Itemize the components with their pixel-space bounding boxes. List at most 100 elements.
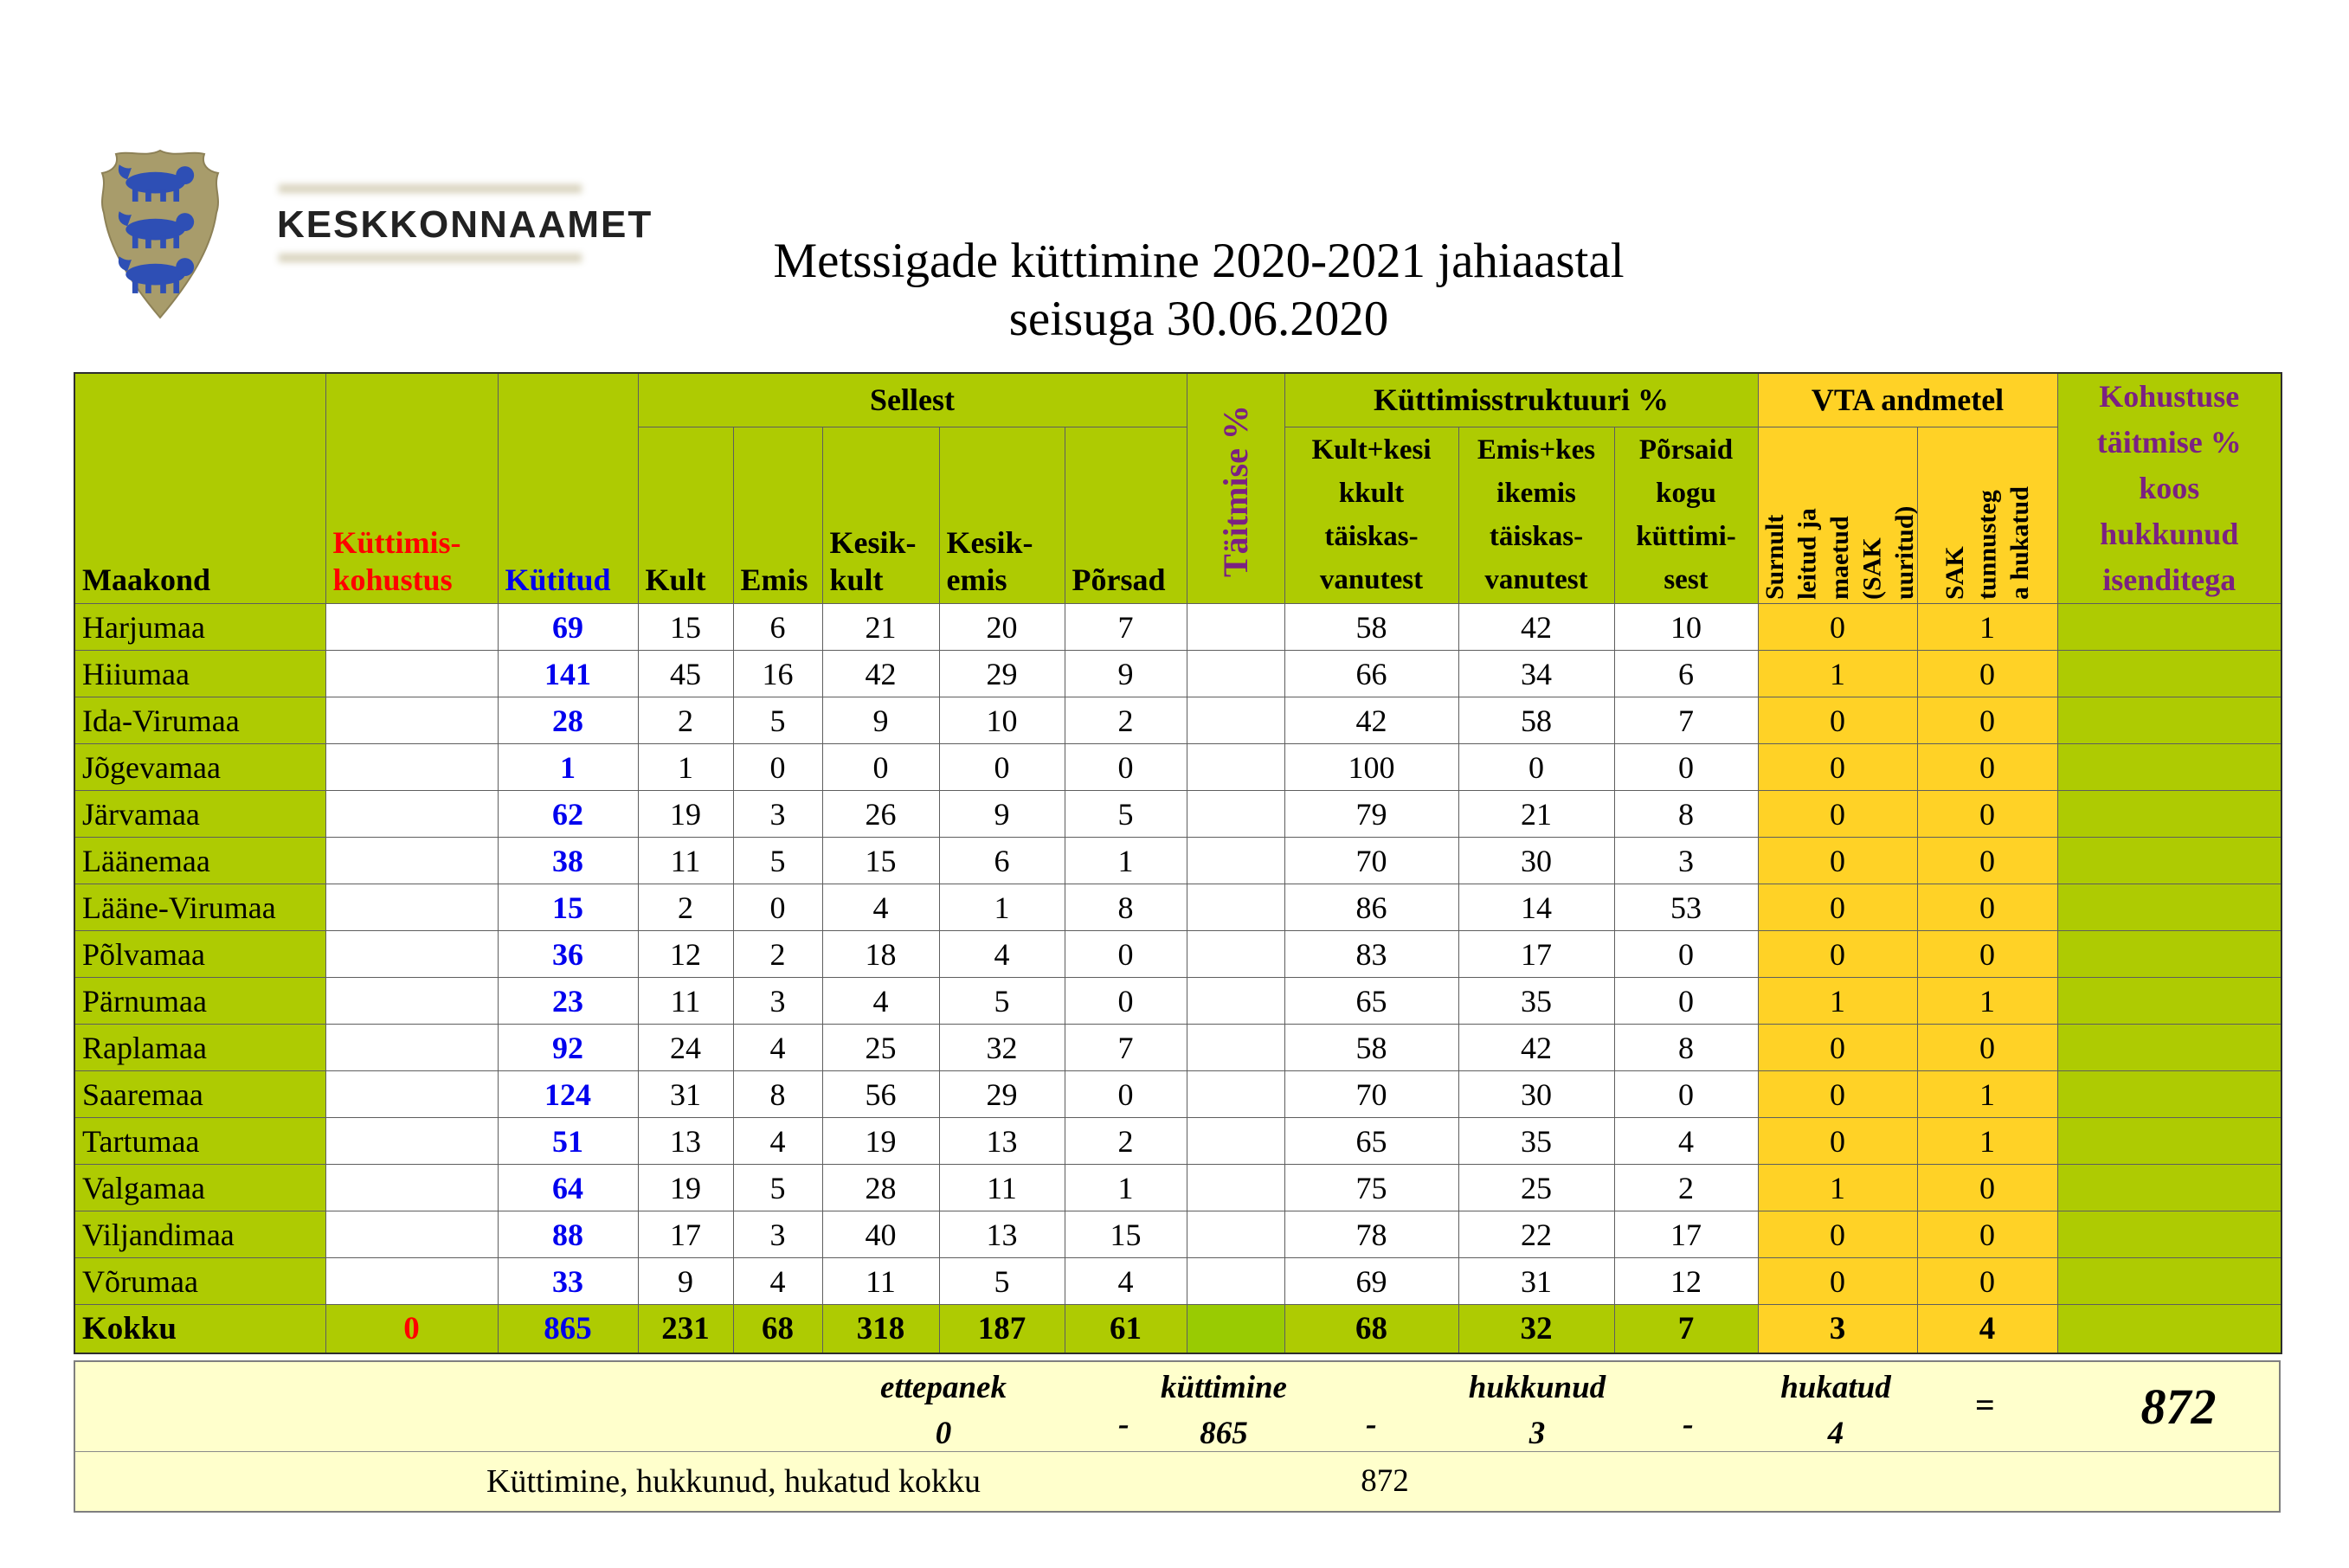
cell-vta-sak: 0 [1916, 697, 2058, 744]
table-row: Läänemaa 38 11 5 15 6 1 70 30 3 0 0 [74, 837, 2282, 884]
cell-kuttimiskohustus [325, 1257, 499, 1305]
cell-kutitud: 1 [497, 743, 639, 791]
cell-kult: 12 [637, 930, 734, 978]
table-row: Põlvamaa 36 12 2 18 4 0 83 17 0 0 0 [74, 930, 2282, 978]
cell-vta-sak: 0 [1916, 884, 2058, 931]
cell-taitmise [1186, 1304, 1285, 1353]
cell-taitmise [1186, 603, 1285, 651]
table-row: Lääne-Virumaa 15 2 0 4 1 8 86 14 53 0 0 [74, 884, 2282, 931]
cell-struct-kult: 58 [1284, 603, 1459, 651]
equals-sign: = [1975, 1385, 1995, 1424]
table-row: Saaremaa 124 31 8 56 29 0 70 30 0 0 1 [74, 1070, 2282, 1118]
cell-kohustuse-taitmise [2056, 603, 2282, 651]
header-vta: VTA andmetel [1757, 372, 2058, 427]
cell-taitmise [1186, 1211, 1285, 1258]
cell-kuttimiskohustus [325, 977, 499, 1025]
cell-kuttimiskohustus [325, 1024, 499, 1071]
cell-kult: 13 [637, 1117, 734, 1165]
cell-porsad: 4 [1064, 1257, 1187, 1305]
cell-kesik-emis: 0 [938, 743, 1065, 791]
cell-porsad: 7 [1064, 1024, 1187, 1071]
cell-kutitud: 141 [497, 650, 639, 697]
page-title-line1: Metssigade küttimine 2020-2021 jahiaasta… [773, 234, 1625, 288]
summary-hukatud-label: hukatud [1780, 1370, 1891, 1405]
cell-maakond: Harjumaa [74, 603, 326, 651]
cell-struct-porsaid: 7 [1613, 1304, 1759, 1353]
cell-maakond: Lääne-Virumaa [74, 884, 326, 931]
cell-emis: 0 [732, 743, 823, 791]
table-row: Valgamaa 64 19 5 28 11 1 75 25 2 1 0 [74, 1164, 2282, 1211]
minus-sign: - [1118, 1406, 1129, 1443]
cell-porsad: 0 [1064, 930, 1187, 978]
cell-kesik-emis: 13 [938, 1211, 1065, 1258]
cell-struct-kult: 65 [1284, 977, 1459, 1025]
cell-porsad: 7 [1064, 603, 1187, 651]
cell-porsad: 61 [1064, 1304, 1187, 1353]
cell-maakond: Ida-Virumaa [74, 697, 326, 744]
cell-taitmise [1186, 977, 1285, 1025]
header-struct-porsaid: Põrsaid kogu küttimi- sest [1613, 426, 1759, 605]
cell-emis: 16 [732, 650, 823, 697]
cell-struct-emis: 34 [1458, 650, 1615, 697]
cell-kesik-kult: 19 [821, 1117, 940, 1165]
cell-kuttimiskohustus [325, 697, 499, 744]
page-title-line2: seisuga 30.06.2020 [1008, 292, 1389, 346]
cell-kuttimiskohustus [325, 837, 499, 884]
cell-kesik-kult: 15 [821, 837, 940, 884]
cell-taitmise [1186, 743, 1285, 791]
cell-porsad: 0 [1064, 743, 1187, 791]
cell-kesik-kult: 26 [821, 790, 940, 838]
cell-struct-porsaid: 3 [1613, 837, 1759, 884]
cell-struct-porsaid: 2 [1613, 1164, 1759, 1211]
summary-box: ettepanek 0 - küttimine 865 - hukkunud 3… [74, 1360, 2281, 1513]
cell-maakond: Pärnumaa [74, 977, 326, 1025]
cell-kult: 231 [637, 1304, 734, 1353]
cell-kohustuse-taitmise [2056, 1164, 2282, 1211]
minus-sign: - [1683, 1406, 1694, 1443]
cell-vta-sak: 0 [1916, 1257, 2058, 1305]
cell-struct-kult: 79 [1284, 790, 1459, 838]
cell-vta-surnult: 0 [1757, 697, 1918, 744]
cell-kult: 19 [637, 790, 734, 838]
cell-kesik-emis: 32 [938, 1024, 1065, 1071]
cell-vta-surnult: 0 [1757, 1117, 1918, 1165]
cell-kesik-emis: 11 [938, 1164, 1065, 1211]
cell-vta-surnult: 1 [1757, 977, 1918, 1025]
cell-struct-emis: 42 [1458, 1024, 1615, 1071]
cell-struct-kult: 69 [1284, 1257, 1459, 1305]
cell-emis: 3 [732, 977, 823, 1025]
cell-kuttimiskohustus [325, 650, 499, 697]
cell-struct-kult: 70 [1284, 837, 1459, 884]
cell-porsad: 1 [1064, 1164, 1187, 1211]
cell-maakond: Raplamaa [74, 1024, 326, 1071]
summary-ettepanek-label: ettepanek [880, 1370, 1007, 1405]
cell-kesik-kult: 25 [821, 1024, 940, 1071]
cell-taitmise [1186, 930, 1285, 978]
cell-struct-porsaid: 0 [1613, 930, 1759, 978]
header-vta-sak: SAK tunnusteg a hukatud [1916, 426, 2058, 605]
cell-emis: 4 [732, 1117, 823, 1165]
cell-maakond: Kokku [74, 1304, 326, 1353]
cell-vta-sak: 4 [1916, 1304, 2058, 1353]
header-struct-emis: Emis+kes ikemis täiskas- vanutest [1458, 426, 1615, 605]
cell-vta-sak: 1 [1916, 1117, 2058, 1165]
cell-kutitud: 28 [497, 697, 639, 744]
cell-kesik-emis: 4 [938, 930, 1065, 978]
summary-hukkunud: hukkunud 3 [1399, 1362, 1676, 1452]
cell-taitmise [1186, 1024, 1285, 1071]
header-emis: Emis [732, 426, 823, 605]
cell-struct-kult: 68 [1284, 1304, 1459, 1353]
cell-kuttimiskohustus [325, 1117, 499, 1165]
cell-kutitud: 92 [497, 1024, 639, 1071]
table-row: Tartumaa 51 13 4 19 13 2 65 35 4 0 1 [74, 1117, 2282, 1165]
summary-footer-label: Küttimine, hukkunud, hukatud kokku [486, 1463, 981, 1500]
cell-taitmise [1186, 1257, 1285, 1305]
cell-taitmise [1186, 1117, 1285, 1165]
cell-kesik-emis: 5 [938, 977, 1065, 1025]
header-kuttimisstruktuur: Küttimisstruktuuri % [1284, 372, 1759, 427]
header-porsad: Põrsad [1064, 426, 1187, 605]
cell-struct-emis: 22 [1458, 1211, 1615, 1258]
cell-kesik-kult: 28 [821, 1164, 940, 1211]
hunting-table: Maakond Küttimis- kohustus Kütitud Selle… [74, 372, 2283, 1354]
cell-vta-sak: 0 [1916, 743, 2058, 791]
